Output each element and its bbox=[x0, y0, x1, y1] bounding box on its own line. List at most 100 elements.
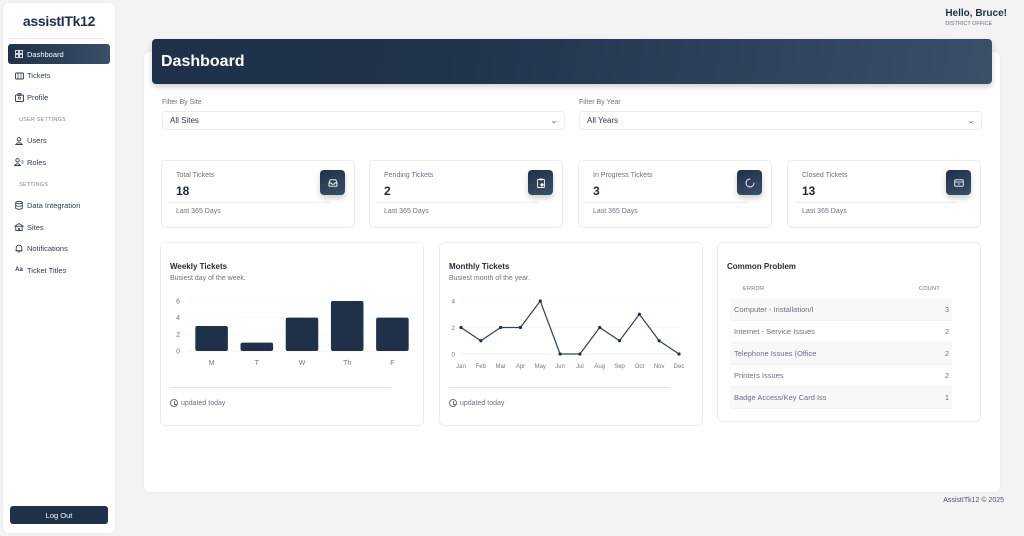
table-row: Printers Issues 2 bbox=[730, 365, 952, 387]
count-cell: 1 bbox=[944, 393, 949, 402]
stat-title: Pending Tickets bbox=[384, 172, 434, 179]
stat-footer: Last 365 Days bbox=[176, 208, 221, 215]
svg-text:Nov: Nov bbox=[654, 364, 665, 370]
id-badge-icon bbox=[14, 92, 24, 102]
sidebar-item-label: Sites bbox=[27, 222, 44, 232]
sidebar-item-label: Tickets bbox=[27, 71, 51, 80]
svg-text:Jun: Jun bbox=[555, 364, 565, 370]
table-row: Telephone Issues (Office 2 bbox=[730, 343, 952, 365]
sidebar-item-dashboard[interactable]: Dashboard bbox=[8, 44, 110, 64]
table-row: Internet - Service Issues 2 bbox=[730, 321, 952, 343]
updated-text: updated today bbox=[460, 399, 505, 407]
svg-text:6: 6 bbox=[176, 299, 180, 306]
svg-text:F: F bbox=[390, 360, 394, 367]
year-filter-label: Filter By Year bbox=[579, 99, 621, 106]
page-title: Dashboard bbox=[161, 52, 245, 70]
divider bbox=[449, 387, 670, 388]
error-cell: Internet - Service Issues bbox=[734, 327, 815, 336]
svg-text:Jan: Jan bbox=[456, 364, 466, 370]
sidebar-item-users[interactable]: Users bbox=[8, 131, 110, 151]
svg-text:T: T bbox=[255, 360, 260, 367]
stat-footer: Last 365 Days bbox=[593, 208, 638, 215]
sidebar-item-ticket-titles[interactable]: Aa Ticket Titles bbox=[8, 260, 110, 280]
user-roles-icon bbox=[14, 158, 24, 166]
svg-text:M: M bbox=[209, 360, 215, 367]
settings-heading: SETTINGS bbox=[19, 181, 49, 188]
svg-text:Sep: Sep bbox=[614, 364, 625, 370]
sidebar-item-tickets[interactable]: Tickets bbox=[8, 66, 110, 86]
chevron-down-icon: ⌄ bbox=[966, 117, 976, 125]
user-greeting: Hello, Bruce! DISTRICT OFFICE bbox=[945, 8, 1007, 27]
error-cell: Computer - Installation/I bbox=[734, 305, 814, 314]
panel-title: Monthly Tickets bbox=[449, 262, 510, 271]
sidebar-item-label: Profile bbox=[27, 92, 49, 102]
count-cell: 3 bbox=[944, 305, 949, 314]
count-cell: 2 bbox=[944, 349, 949, 358]
svg-text:Mar: Mar bbox=[495, 364, 505, 370]
column-header-count: COUNT bbox=[918, 286, 940, 292]
sidebar-item-label: Dashboard bbox=[27, 49, 64, 59]
svg-text:4: 4 bbox=[176, 315, 180, 322]
svg-text:Jul: Jul bbox=[576, 364, 584, 370]
closed-box-icon bbox=[946, 170, 971, 195]
updated-text: updated today bbox=[181, 399, 226, 407]
divider bbox=[7, 38, 105, 39]
svg-text:4: 4 bbox=[451, 299, 455, 306]
clock-icon bbox=[449, 399, 457, 407]
stat-footer: Last 365 Days bbox=[802, 208, 847, 215]
app-logo[interactable]: assistITk12 bbox=[22, 13, 96, 29]
site-filter-label: Filter By Site bbox=[162, 99, 202, 106]
footer-copyright: AssistITk12 © 2025 bbox=[943, 497, 1004, 504]
user-icon bbox=[14, 136, 24, 145]
greeting-text: Hello, Bruce! bbox=[945, 8, 1007, 19]
sidebar-item-sites[interactable]: Sites bbox=[8, 217, 110, 237]
svg-text:Apr: Apr bbox=[516, 364, 525, 370]
svg-text:2: 2 bbox=[451, 325, 455, 332]
inbox-icon bbox=[320, 170, 345, 195]
logout-button[interactable]: Log Out bbox=[10, 506, 108, 524]
year-filter-select[interactable]: All Years ⌄ bbox=[579, 111, 982, 130]
stat-value: 3 bbox=[593, 184, 600, 198]
stat-card-closed: Closed Tickets 13 Last 365 Days bbox=[787, 160, 981, 228]
panel-title: Weekly Tickets bbox=[170, 262, 228, 271]
sidebar-item-profile[interactable]: Profile bbox=[8, 87, 110, 107]
stat-card-in-progress: In Progress Tickets 3 Last 365 Days bbox=[578, 160, 772, 228]
sidebar-item-roles[interactable]: Roles bbox=[8, 152, 110, 172]
divider bbox=[794, 202, 957, 203]
count-cell: 2 bbox=[944, 327, 949, 336]
panel-title: Common Problem bbox=[727, 262, 796, 271]
site-filter-value: All Sites bbox=[170, 116, 199, 125]
monthly-line-chart: 0 2 4 Jan Feb Mar Apr May Jun Jul Aug Sep Oct Nov Dec bbox=[451, 299, 685, 371]
site-filter-select[interactable]: All Sites ⌄ bbox=[162, 111, 565, 130]
svg-text:Oct: Oct bbox=[635, 364, 645, 370]
sidebar-item-label: Data Integration bbox=[27, 201, 81, 210]
bell-icon bbox=[14, 244, 24, 253]
grid-icon bbox=[14, 50, 24, 58]
common-problem-panel: Common Problem ERROR COUNT Computer - In… bbox=[717, 242, 981, 422]
ticket-icon bbox=[14, 72, 24, 80]
divider bbox=[376, 202, 539, 203]
weekly-bar-chart: 0 2 4 6 M T W Th F bbox=[176, 299, 415, 367]
sidebar-item-data-integration[interactable]: Data Integration bbox=[8, 196, 110, 216]
year-filter-value: All Years bbox=[587, 116, 619, 125]
stat-card-pending: Pending Tickets 2 Last 365 Days bbox=[369, 160, 563, 228]
updated-status: updated today bbox=[449, 399, 504, 407]
clipboard-clock-icon bbox=[528, 170, 553, 195]
error-cell: Badge Access/Key Card Iss bbox=[734, 393, 827, 402]
stat-title: Closed Tickets bbox=[802, 172, 848, 179]
svg-text:Dec: Dec bbox=[674, 364, 685, 370]
divider bbox=[585, 202, 748, 203]
sidebar-item-label: Users bbox=[27, 136, 47, 145]
panel-subtitle: Busiest month of the year. bbox=[449, 275, 530, 282]
count-cell: 2 bbox=[944, 371, 949, 380]
divider bbox=[168, 202, 331, 203]
chevron-down-icon: ⌄ bbox=[549, 117, 559, 125]
svg-text:W: W bbox=[299, 360, 306, 367]
sidebar-item-label: Roles bbox=[27, 157, 47, 167]
sidebar-item-notifications[interactable]: Notifications bbox=[8, 239, 110, 259]
table-row: Computer - Installation/I 3 bbox=[730, 299, 952, 321]
updated-status: updated today bbox=[170, 399, 225, 407]
sidebar-item-label: Ticket Titles bbox=[27, 265, 67, 275]
table-row: Badge Access/Key Card Iss 1 bbox=[730, 387, 952, 409]
page-header-banner: Dashboard bbox=[152, 39, 992, 84]
